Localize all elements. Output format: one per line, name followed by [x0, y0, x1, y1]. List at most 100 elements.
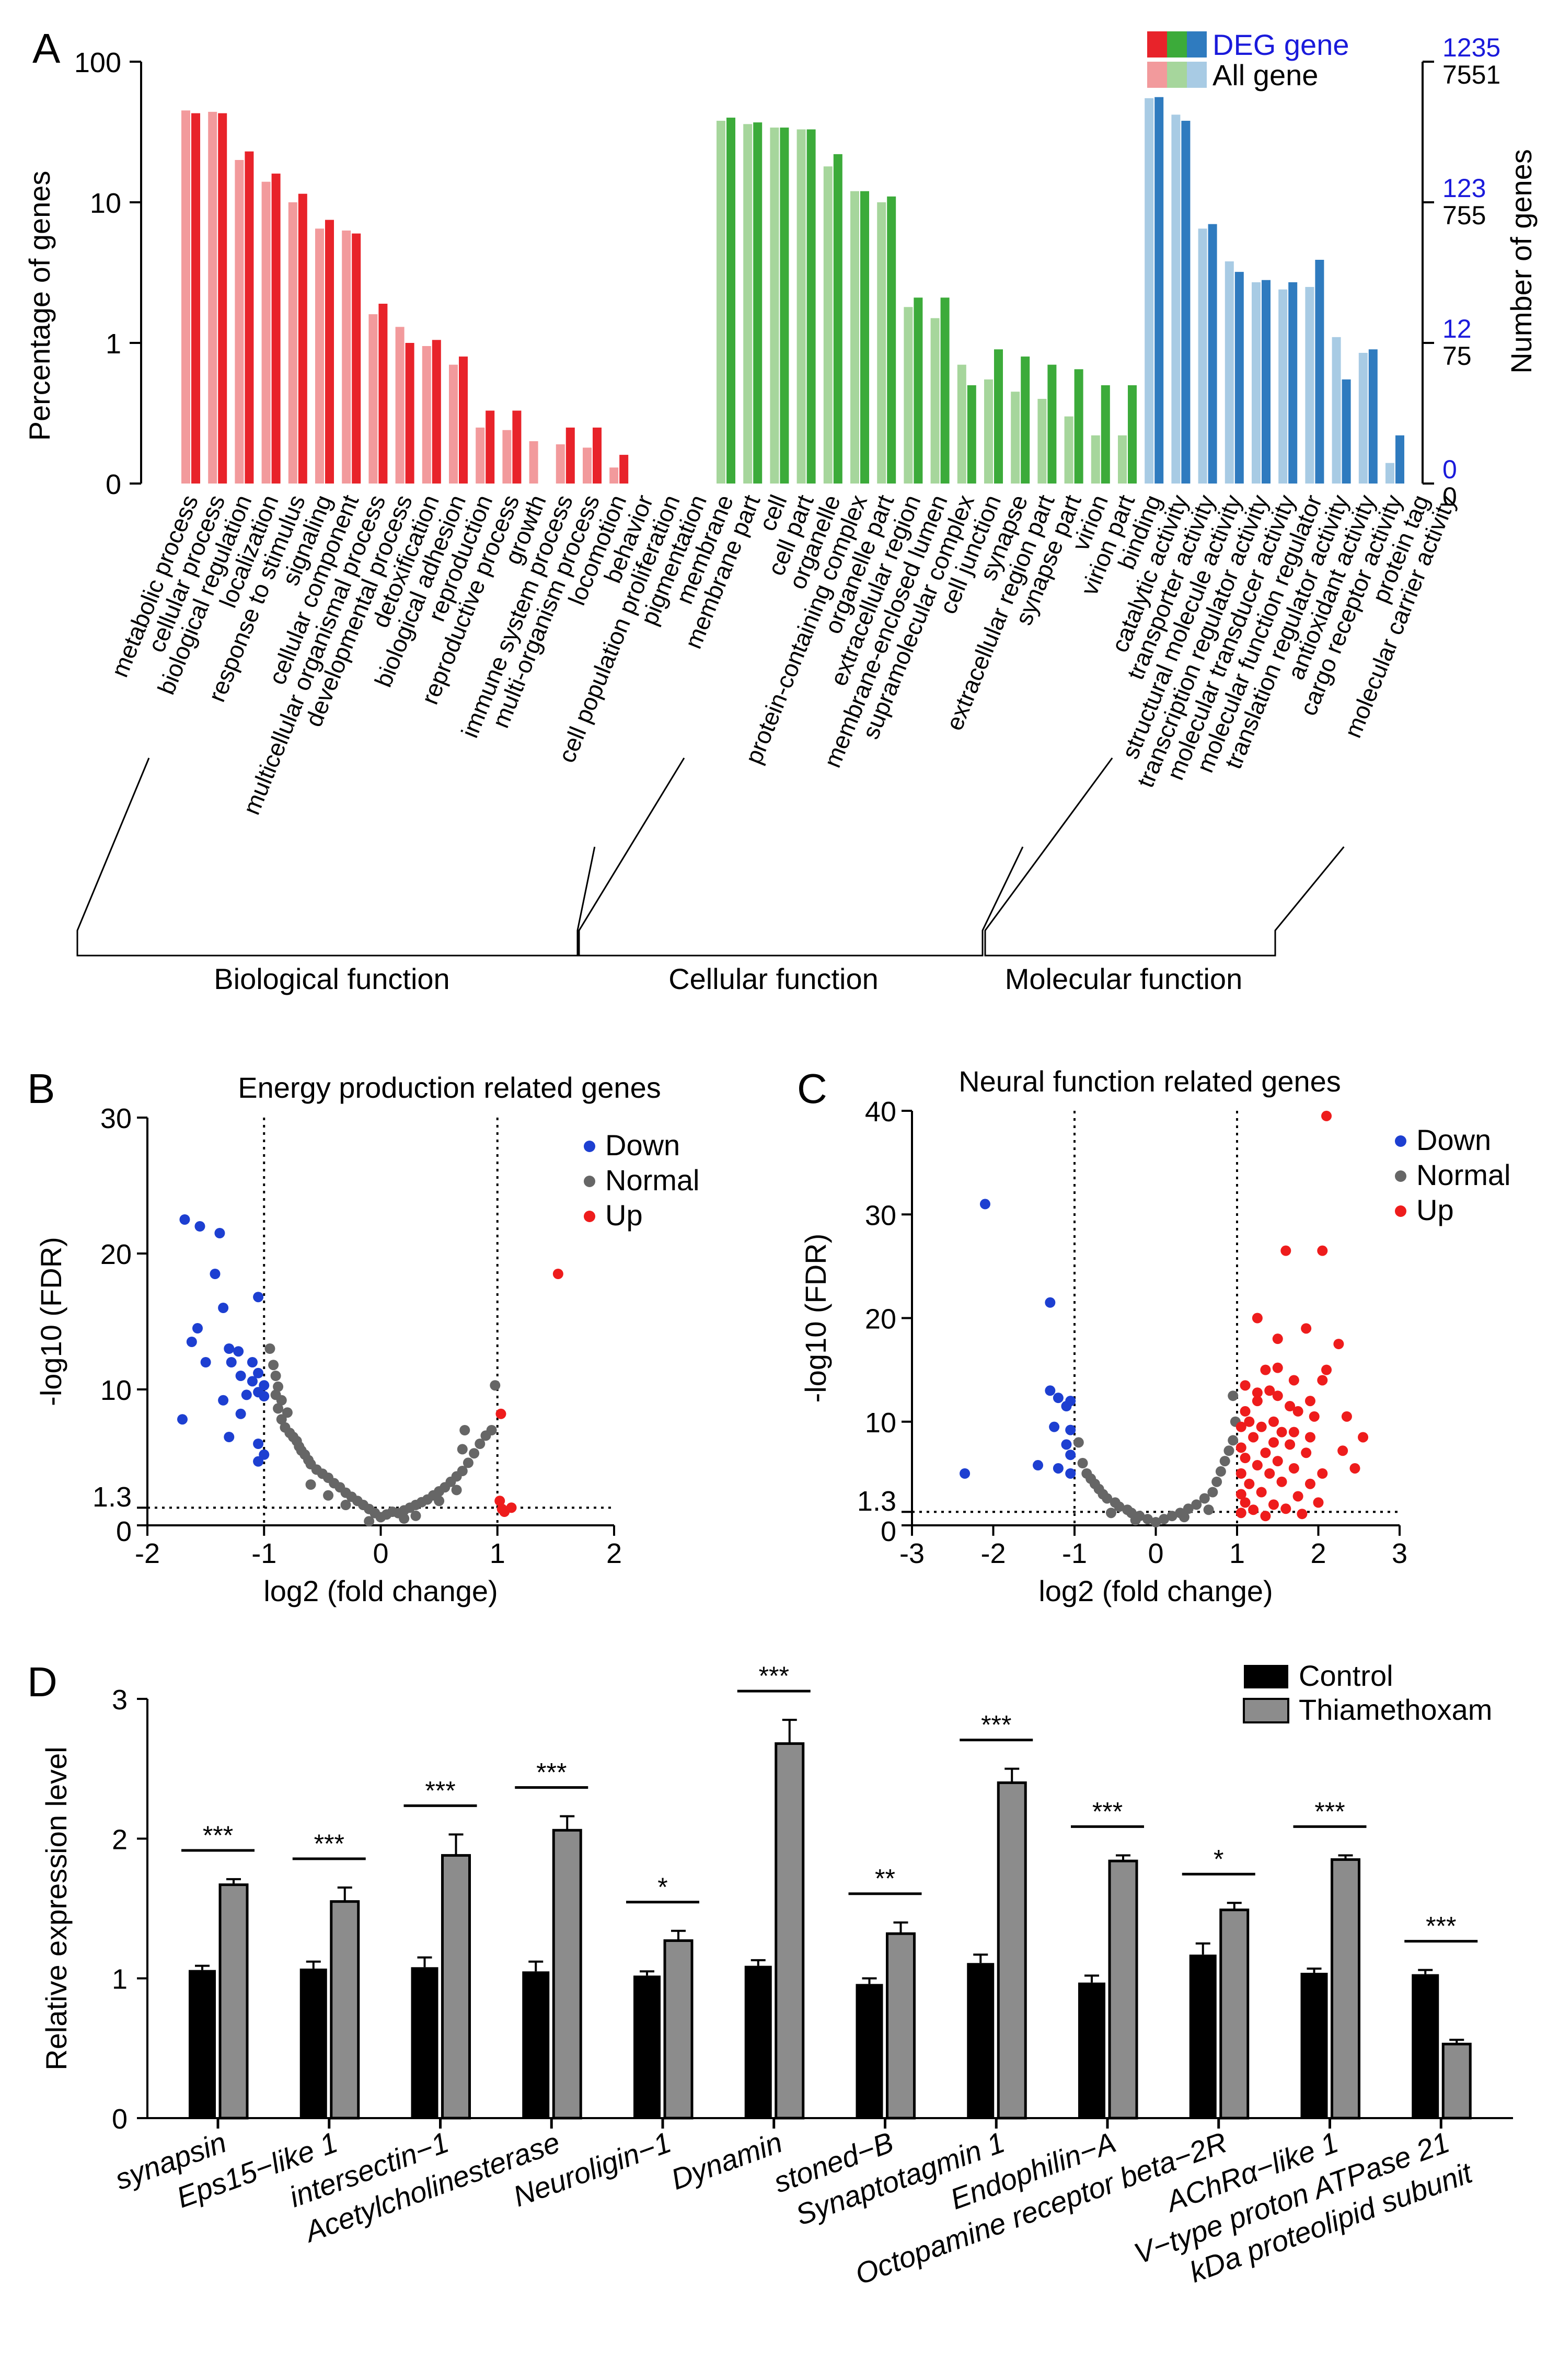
y-tick-label: 3 — [112, 1684, 128, 1716]
right-tick-deg-label: 123 — [1442, 174, 1486, 203]
point-up — [1248, 1504, 1259, 1515]
point-down — [194, 1221, 205, 1232]
bar-deg-gene — [191, 113, 200, 484]
point-down — [1065, 1468, 1076, 1479]
point-normal — [1203, 1504, 1214, 1515]
bar-deg-gene — [593, 427, 602, 484]
bar-thiamethoxam — [218, 1883, 249, 2120]
y-axis-label: Relative expression level — [40, 1746, 73, 2070]
bar-deg-gene — [726, 118, 735, 484]
point-up — [1288, 1427, 1299, 1438]
bar-control — [967, 1963, 995, 2118]
bar-all-gene — [476, 427, 485, 484]
point-up — [1280, 1503, 1291, 1514]
point-up — [1264, 1385, 1275, 1396]
bar-all-gene — [877, 202, 886, 484]
point-up — [1272, 1390, 1283, 1401]
bar-all-gene — [957, 364, 966, 484]
point-normal — [457, 1444, 468, 1455]
point-up — [1235, 1468, 1246, 1479]
point-up — [1260, 1364, 1271, 1375]
bar-all-gene — [1252, 282, 1261, 484]
bar-deg-gene — [887, 196, 896, 484]
point-up — [1301, 1323, 1312, 1334]
legend-label-up: Up — [605, 1199, 643, 1232]
legend-dot-normal — [1395, 1170, 1406, 1182]
point-down — [210, 1269, 221, 1279]
bar-all-gene — [502, 430, 512, 484]
x-tick-label: 3 — [1392, 1538, 1407, 1569]
x-tick-label: 1 — [1229, 1538, 1245, 1569]
point-up — [1341, 1411, 1352, 1422]
left-tick-label: 10 — [90, 188, 121, 219]
bar-deg-gene — [1128, 385, 1137, 484]
bar-all-gene — [1091, 435, 1100, 484]
legend-dot-down — [1395, 1135, 1406, 1147]
point-normal — [364, 1516, 375, 1527]
legend-dot-down — [584, 1141, 595, 1152]
bar-deg-gene — [1315, 260, 1324, 484]
point-down — [218, 1303, 229, 1313]
x-tick-label: 2 — [606, 1538, 622, 1569]
point-up — [1292, 1406, 1303, 1417]
point-down — [979, 1199, 990, 1210]
bar-control — [189, 1970, 216, 2118]
point-down — [224, 1343, 235, 1354]
point-down — [1049, 1421, 1060, 1432]
point-down — [241, 1389, 252, 1400]
point-up — [1304, 1432, 1315, 1443]
point-down — [233, 1346, 244, 1357]
bar-all-gene — [1171, 114, 1181, 484]
panel-d-label: D — [27, 1659, 57, 1705]
bar-deg-gene — [245, 151, 254, 484]
panel-a-left-axis-label: Percentage of genes — [23, 171, 56, 441]
legend-label-normal: Normal — [1416, 1158, 1510, 1191]
bar-deg-gene — [565, 427, 575, 484]
significance-label: * — [657, 1872, 667, 1902]
bar-control — [856, 1984, 883, 2118]
y-tick-label: 0 — [112, 2103, 128, 2135]
x-tick-label: -1 — [251, 1538, 276, 1569]
y-tick-label: 2 — [112, 1824, 128, 1855]
point-up — [1240, 1380, 1251, 1391]
legend-control-label: Control — [1299, 1659, 1393, 1692]
bar-all-gene — [1118, 435, 1127, 484]
point-down — [1061, 1439, 1072, 1450]
point-normal — [1179, 1512, 1190, 1523]
bar-control — [411, 1967, 438, 2118]
bar-deg-gene — [1181, 121, 1191, 484]
point-normal — [490, 1380, 501, 1391]
point-normal — [273, 1403, 284, 1414]
point-down — [253, 1456, 264, 1467]
legend-deg-label: DEG gene — [1212, 28, 1349, 61]
point-up — [1264, 1468, 1275, 1479]
legend-control-swatch — [1244, 1665, 1288, 1688]
bar-deg-gene — [1234, 272, 1244, 484]
point-up — [1276, 1476, 1287, 1487]
point-down — [200, 1357, 211, 1367]
point-up — [1317, 1375, 1328, 1386]
panel-a-group-brackets — [76, 757, 1345, 957]
point-up — [1240, 1497, 1251, 1508]
point-up — [1304, 1478, 1315, 1489]
legend-label-down: Down — [605, 1129, 680, 1162]
point-normal — [1211, 1476, 1222, 1487]
point-up — [1292, 1491, 1303, 1502]
significance-label: *** — [1092, 1797, 1123, 1826]
point-down — [1053, 1393, 1064, 1404]
point-up — [1288, 1463, 1299, 1474]
point-normal — [1183, 1503, 1194, 1514]
panel-a-group-biological: Biological function — [214, 962, 449, 995]
point-up — [1252, 1396, 1263, 1407]
point-up — [1235, 1489, 1246, 1500]
bar-deg-gene — [378, 304, 388, 484]
point-normal — [340, 1500, 351, 1510]
point-down — [259, 1391, 270, 1401]
panel-c-title: Neural function related genes — [959, 1065, 1341, 1098]
bar-all-gene — [315, 228, 324, 484]
point-down — [192, 1323, 203, 1333]
legend-all-red — [1147, 62, 1167, 88]
legend-deg-red — [1147, 31, 1167, 58]
legend-all-label: All gene — [1212, 59, 1318, 91]
point-normal — [323, 1490, 334, 1501]
